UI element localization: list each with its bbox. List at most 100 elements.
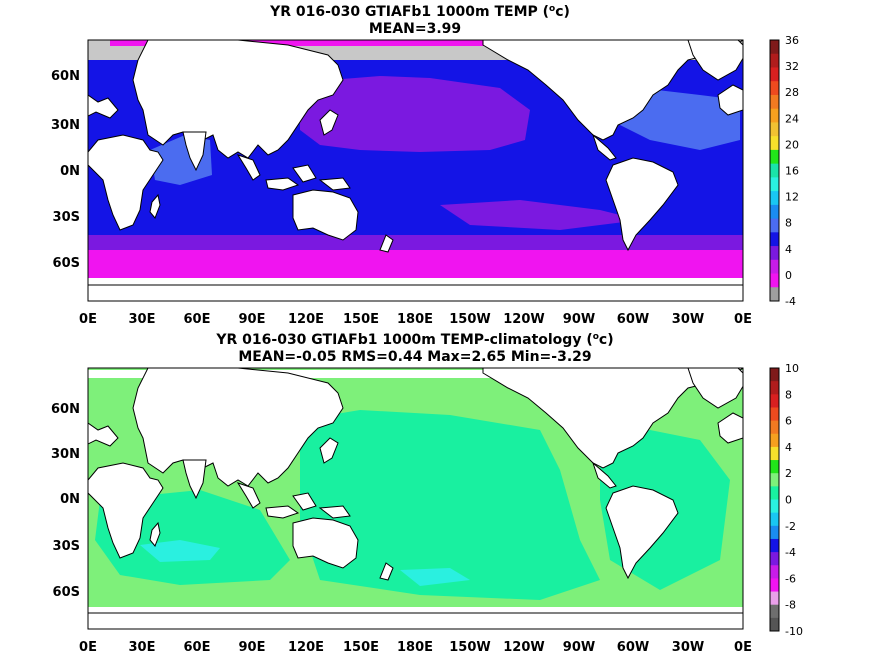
lon-label: 90E <box>239 640 266 655</box>
colorbar-swatch <box>770 177 779 192</box>
colorbar-swatch <box>770 578 779 593</box>
lat-label: 30S <box>53 539 80 554</box>
panel-2-colorbar: 10 8 6 4 2 0 -2 -4 -6 -8 -10 <box>769 362 803 638</box>
lat-label: 30N <box>51 118 80 133</box>
lon-label: 60E <box>184 640 211 655</box>
lon-label: 180E <box>397 640 433 655</box>
lon-label: 0E <box>734 312 752 327</box>
lon-label: 150W <box>449 312 490 327</box>
colorbar-swatch <box>770 381 779 395</box>
colorbar-label: 10 <box>785 362 799 375</box>
colorbar-label: -2 <box>785 520 796 533</box>
colorbar-label: -8 <box>785 599 796 612</box>
lon-label: 60W <box>617 640 649 655</box>
colorbar-label: -6 <box>785 572 796 585</box>
colorbar-swatch <box>770 460 779 474</box>
colorbar-label: 6 <box>785 415 792 428</box>
lat-label: 30N <box>51 447 80 462</box>
colorbar-label: -10 <box>785 625 803 638</box>
colorbar-label: 32 <box>785 60 799 73</box>
colorbar-swatch <box>770 204 779 220</box>
colorbar-swatch <box>770 407 779 422</box>
colorbar-swatch <box>770 81 779 96</box>
colorbar-label: 12 <box>785 191 799 204</box>
colorbar-swatch <box>770 420 779 435</box>
lon-label: 180E <box>397 312 433 327</box>
colorbar-label: 4 <box>785 243 792 256</box>
colorbar-swatch <box>770 538 779 553</box>
colorbar-frame <box>769 39 780 302</box>
colorbar-swatch <box>770 163 779 178</box>
panel-2-stats: MEAN=-0.05 RMS=0.44 Max=2.65 Min=-3.29 <box>238 349 591 365</box>
lon-label: 30W <box>672 640 704 655</box>
colorbar-swatch <box>770 499 779 514</box>
lon-label: 120E <box>288 312 324 327</box>
colorbar-label: 4 <box>785 441 792 454</box>
lon-label: 60W <box>617 312 649 327</box>
panel-1-title: YR 016-030 GTIAFb1 1000m TEMP (oc) <box>269 4 570 20</box>
colorbar-label: -4 <box>785 295 796 308</box>
colorbar-swatch <box>770 136 779 151</box>
colorbar-swatch <box>770 246 779 261</box>
lon-label: 120W <box>503 640 544 655</box>
colorbar-swatch <box>770 287 779 302</box>
colorbar-label: -4 <box>785 546 796 559</box>
lon-label: 90E <box>239 312 266 327</box>
colorbar-swatch <box>770 565 779 579</box>
colorbar-swatch <box>770 446 779 461</box>
colorbar-swatch <box>770 40 779 55</box>
colorbar-label: 8 <box>785 217 792 230</box>
map-panel-2: YR 016-030 GTIAFb1 1000m TEMP-climatolog… <box>51 332 803 655</box>
lon-label: 0E <box>734 640 752 655</box>
lon-label: 150E <box>343 312 379 327</box>
lon-label: 60E <box>184 312 211 327</box>
colorbar-swatch <box>770 259 779 275</box>
panel-1-frame <box>87 39 744 302</box>
colorbar-frame <box>769 367 780 632</box>
colorbar-swatch <box>770 232 779 247</box>
lat-label: 0N <box>60 164 80 179</box>
lon-label: 30W <box>672 312 704 327</box>
lon-label: 120W <box>503 312 544 327</box>
lat-label: 0N <box>60 492 80 507</box>
colorbar-label: 28 <box>785 86 799 99</box>
lat-label: 30S <box>53 210 80 225</box>
panel-1-field <box>88 40 743 301</box>
lat-label: 60S <box>53 256 80 271</box>
colorbar-label: 2 <box>785 467 792 480</box>
lat-label: 60S <box>53 585 80 600</box>
lon-label: 150E <box>343 640 379 655</box>
colorbar-swatch <box>770 94 779 110</box>
colorbar-swatch <box>770 433 779 448</box>
lon-label: 0E <box>79 640 97 655</box>
colorbar-label: 36 <box>785 34 799 47</box>
colorbar-swatch <box>770 67 779 82</box>
colorbar-swatch <box>770 218 779 233</box>
colorbar-swatch <box>770 149 779 165</box>
colorbar-swatch <box>770 273 779 288</box>
panel-2-title: YR 016-030 GTIAFb1 1000m TEMP-climatolog… <box>215 332 613 348</box>
panel-1-stats: MEAN=3.99 <box>369 21 461 37</box>
colorbar-swatch <box>770 486 779 500</box>
colorbar-label: 20 <box>785 138 799 151</box>
colorbar-swatch <box>770 591 779 606</box>
lon-label: 150W <box>449 640 490 655</box>
colorbar-swatch <box>770 108 779 123</box>
lat-label: 60N <box>51 402 80 417</box>
lat-label: 60N <box>51 69 80 84</box>
map-panel-1: YR 016-030 GTIAFb1 1000m TEMP (oc) MEAN=… <box>51 4 799 327</box>
panel-2-field <box>88 368 743 629</box>
colorbar-label: 8 <box>785 388 792 401</box>
lon-label: 30E <box>129 640 156 655</box>
colorbar-swatch <box>770 53 779 68</box>
panel-1-lon-labels: 0E 30E 60E 90E 120E 150E 180E 150W 120W … <box>79 312 752 327</box>
colorbar-label: 0 <box>785 269 792 282</box>
lon-label: 0E <box>79 312 97 327</box>
panel-2-frame <box>87 367 744 630</box>
colorbar-swatch <box>770 552 779 566</box>
colorbar-swatch <box>770 191 779 206</box>
lon-label: 90W <box>563 640 595 655</box>
colorbar-swatch <box>770 368 779 382</box>
colorbar-swatch <box>770 604 779 619</box>
